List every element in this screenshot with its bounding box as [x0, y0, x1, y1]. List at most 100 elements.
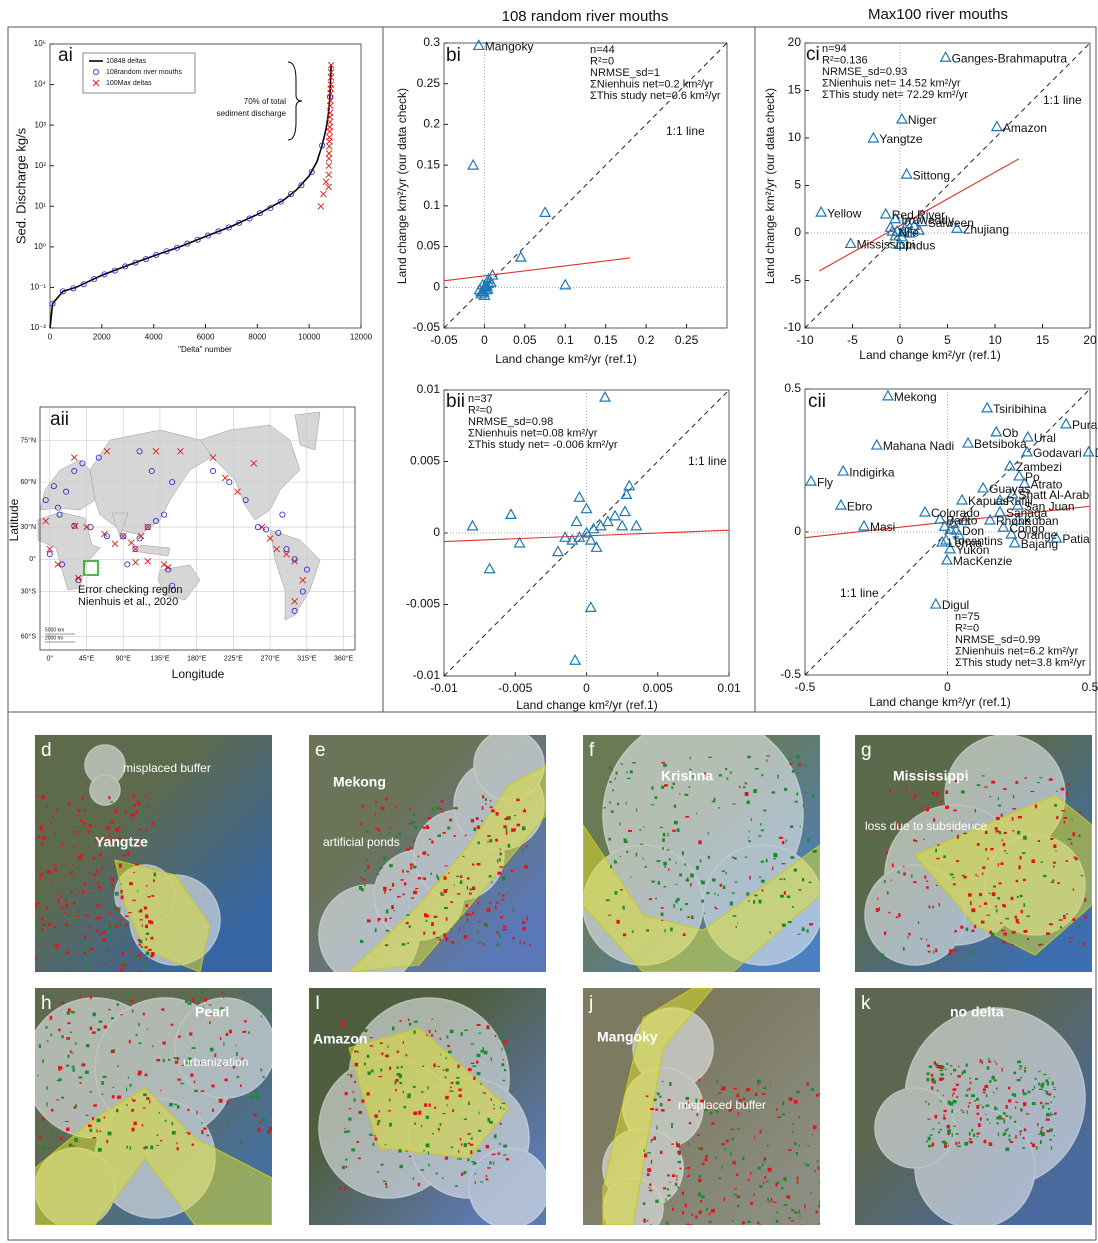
- change-pixel: [1002, 904, 1005, 907]
- change-pixel: [758, 1083, 759, 1084]
- change-pixel: [132, 795, 135, 797]
- change-pixel: [730, 1152, 731, 1156]
- change-pixel: [1052, 1082, 1054, 1086]
- change-pixel: [686, 879, 688, 881]
- change-pixel: [500, 853, 502, 855]
- change-pixel: [82, 797, 84, 799]
- change-pixel: [705, 1158, 708, 1162]
- change-pixel: [1001, 930, 1005, 932]
- change-pixel: [487, 1167, 490, 1169]
- change-pixel: [497, 901, 499, 904]
- change-pixel: [443, 933, 446, 937]
- y-tick-label: 10¹: [34, 201, 46, 210]
- change-pixel: [139, 1042, 142, 1044]
- y-tick-label: 0.25: [417, 76, 441, 90]
- change-pixel: [651, 881, 655, 883]
- change-pixel: [362, 804, 364, 807]
- change-pixel: [223, 997, 224, 998]
- change-pixel: [1001, 814, 1003, 817]
- change-pixel: [708, 832, 709, 835]
- change-pixel: [126, 1087, 127, 1091]
- change-pixel: [617, 803, 619, 805]
- point: [280, 512, 285, 517]
- change-pixel: [120, 1014, 123, 1015]
- stats-text: NRMSE_sd=0.93: [822, 66, 907, 78]
- change-pixel: [360, 823, 362, 826]
- change-pixel: [698, 840, 701, 844]
- change-pixel: [770, 1083, 771, 1084]
- x-tick-label: 360°E: [334, 654, 353, 662]
- change-pixel: [939, 801, 942, 803]
- change-pixel: [687, 1167, 690, 1169]
- change-pixel: [944, 1110, 947, 1112]
- change-pixel: [93, 1137, 96, 1139]
- change-pixel: [1008, 1138, 1010, 1141]
- change-pixel: [791, 856, 795, 859]
- change-pixel: [253, 1114, 256, 1117]
- change-pixel: [177, 1079, 181, 1081]
- change-pixel: [662, 838, 665, 842]
- change-pixel: [735, 882, 738, 883]
- change-pixel: [998, 863, 999, 867]
- image-panel-label: h: [41, 993, 52, 1014]
- point: [982, 403, 992, 412]
- change-pixel: [985, 848, 987, 851]
- change-pixel: [679, 874, 682, 877]
- land: [270, 530, 320, 620]
- change-pixel: [39, 893, 43, 894]
- point-label: Niger: [908, 113, 937, 127]
- change-pixel: [446, 1057, 447, 1059]
- change-pixel: [1015, 1102, 1018, 1103]
- change-pixel: [511, 828, 514, 831]
- change-pixel: [175, 1061, 178, 1064]
- change-pixel: [1049, 1078, 1050, 1079]
- point: [985, 515, 995, 524]
- change-pixel: [489, 1161, 491, 1164]
- change-pixel: [345, 1092, 348, 1095]
- change-pixel: [446, 889, 448, 890]
- change-pixel: [451, 941, 455, 943]
- change-pixel: [440, 1123, 442, 1126]
- change-pixel: [747, 1221, 750, 1223]
- change-pixel: [178, 1035, 181, 1037]
- change-pixel: [1040, 1131, 1043, 1135]
- change-pixel: [56, 1099, 59, 1100]
- change-pixel: [689, 1122, 691, 1124]
- change-pixel: [426, 826, 429, 829]
- change-pixel: [672, 1174, 675, 1177]
- change-pixel: [958, 1066, 960, 1067]
- change-pixel: [969, 1078, 971, 1079]
- change-pixel: [433, 1063, 435, 1067]
- image-note: loss due to subsidence: [865, 819, 987, 833]
- x-tick-label: 4000: [145, 333, 163, 342]
- change-pixel: [63, 912, 65, 913]
- stats-text: ΣThis study net= 72.29 km²/yr: [822, 89, 968, 101]
- point: [327, 134, 333, 140]
- change-pixel: [47, 837, 50, 839]
- change-pixel: [58, 899, 60, 903]
- change-pixel: [130, 1146, 131, 1149]
- change-pixel: [816, 1211, 818, 1214]
- change-pixel: [1050, 1112, 1051, 1116]
- change-pixel: [35, 796, 37, 797]
- change-pixel: [422, 827, 425, 829]
- point: [957, 495, 967, 504]
- fit-line: [444, 258, 630, 281]
- change-pixel: [502, 1080, 505, 1081]
- change-pixel: [384, 891, 385, 894]
- change-pixel: [190, 1073, 193, 1076]
- change-pixel: [477, 1024, 481, 1026]
- change-pixel: [60, 895, 61, 898]
- change-pixel: [714, 798, 716, 801]
- change-pixel: [426, 1116, 429, 1119]
- change-pixel: [661, 1109, 665, 1111]
- change-pixel: [468, 1143, 470, 1145]
- change-pixel: [78, 856, 80, 859]
- change-pixel: [385, 1144, 387, 1145]
- change-pixel: [203, 1128, 207, 1130]
- change-pixel: [172, 1131, 176, 1135]
- change-pixel: [89, 872, 90, 875]
- change-pixel: [690, 883, 691, 887]
- change-pixel: [149, 1100, 150, 1103]
- change-pixel: [516, 799, 520, 801]
